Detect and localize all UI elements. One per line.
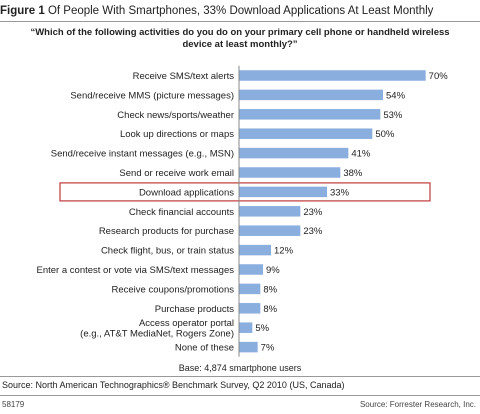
highlight-box xyxy=(59,182,431,202)
category-label: Research products for purchase xyxy=(99,226,234,237)
value-label: 54% xyxy=(386,90,406,101)
category-label: Check flight, bus, or train status xyxy=(101,246,234,257)
value-label: 7% xyxy=(261,343,275,354)
value-label: 38% xyxy=(343,168,363,179)
source-rule xyxy=(0,376,480,377)
value-label: 23% xyxy=(303,226,323,237)
footer-credit: Source: Forrester Research, Inc. xyxy=(359,400,476,409)
category-label: Look up directions or maps xyxy=(120,129,234,140)
category-label: Receive coupons/promotions xyxy=(111,284,234,295)
category-label: Receive SMS/text alerts xyxy=(133,71,235,82)
category-label: Enter a contest or vote via SMS/text mes… xyxy=(37,265,235,276)
value-label: 41% xyxy=(351,149,371,160)
category-label: Access operator portal (e.g., AT&T MediaN… xyxy=(80,318,234,340)
category-label: Send or receive work email xyxy=(119,168,234,179)
value-label: 70% xyxy=(429,71,449,82)
category-label: None of these xyxy=(175,343,234,354)
bar xyxy=(239,167,341,178)
figure-number: Figure 1 xyxy=(0,5,45,17)
bar xyxy=(239,341,258,353)
bar xyxy=(239,244,271,256)
category-label: Check financial accounts xyxy=(129,207,234,218)
value-label: 33% xyxy=(330,187,350,198)
bar xyxy=(239,264,263,275)
value-label: 12% xyxy=(274,246,294,257)
chart-question: “Which of the following activities do yo… xyxy=(30,27,450,50)
category-label: Purchase products xyxy=(155,304,234,315)
value-label: 8% xyxy=(263,284,277,295)
category-label: Send/receive instant messages (e.g., MSN… xyxy=(51,149,234,160)
figure-title: Of People With Smartphones, 33% Download… xyxy=(47,5,434,17)
bar xyxy=(239,303,261,314)
figure-header: Figure 1 Of People With Smartphones, 33%… xyxy=(0,4,480,18)
base-note: Base: 4,874 smartphone users xyxy=(178,363,302,373)
header-rule xyxy=(0,21,480,22)
bar xyxy=(239,70,426,81)
value-label: 53% xyxy=(383,110,403,121)
bar xyxy=(239,322,253,333)
category-label: Check news/sports/weather xyxy=(117,110,234,121)
bar xyxy=(239,109,381,120)
source-text: Source: North American Technographics® B… xyxy=(2,380,345,390)
value-label: 5% xyxy=(255,323,269,334)
value-label: 23% xyxy=(303,207,323,218)
bar xyxy=(239,283,261,295)
footer-rule xyxy=(0,395,480,396)
category-label: Download applications xyxy=(139,187,234,198)
bar xyxy=(239,147,349,159)
bar xyxy=(239,128,373,139)
value-label: 9% xyxy=(266,265,280,276)
figure-id: 58179 xyxy=(2,400,25,409)
bar xyxy=(239,89,383,101)
category-label: Send/receive MMS (picture messages) xyxy=(70,90,234,101)
bar xyxy=(239,206,301,217)
value-label: 8% xyxy=(263,304,277,315)
bar xyxy=(239,225,301,236)
bar xyxy=(239,186,327,198)
value-label: 50% xyxy=(375,129,395,140)
